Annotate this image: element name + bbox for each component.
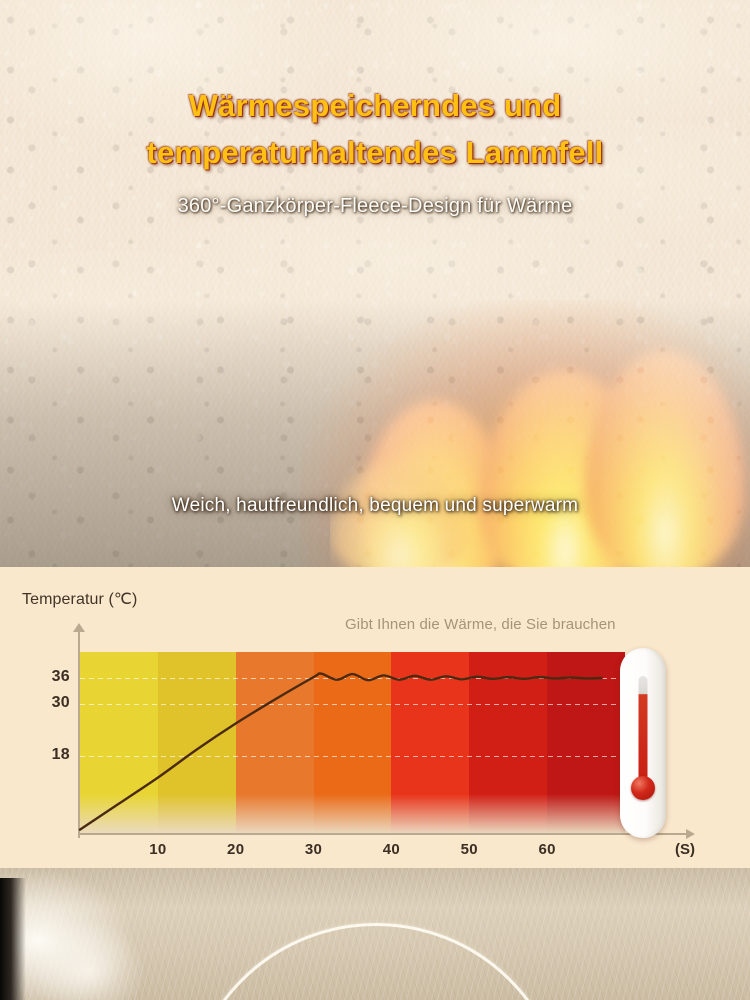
- flame-shape: [585, 350, 745, 567]
- chart-x-tick-label: 40: [382, 841, 401, 858]
- chart-x-tick-label: 20: [227, 841, 245, 858]
- chart-gridline: [80, 704, 625, 705]
- hero-fleece-photo: Wärmespeicherndes und temperaturhaltende…: [0, 0, 750, 567]
- chart-x-axis-line: [78, 833, 688, 835]
- chart-x-tick-label: 30: [304, 841, 323, 858]
- chart-y-axis-arrow: [73, 623, 85, 632]
- hero-subtitle: 360°-Ganzkörper-Fleece-Design für Wärme: [177, 195, 573, 217]
- hero-title-line-2: temperaturhaltendes Lammfell: [146, 135, 604, 170]
- chart-gridline: [80, 678, 625, 679]
- bottom-fleece-photo: [0, 868, 750, 1000]
- hero-mid-caption: Weich, hautfreundlich, bequem und superw…: [171, 495, 579, 516]
- chart-x-tick-label: 60: [538, 841, 556, 858]
- hero-title: Wärmespeicherndes und temperaturhaltende…: [0, 82, 750, 176]
- chart-y-tick-label: 18: [51, 746, 70, 763]
- chart-y-axis-title: Temperatur (℃): [22, 591, 138, 608]
- chart-color-band: [313, 652, 392, 834]
- chart-y-axis-line: [78, 630, 80, 838]
- chart-color-band: [547, 652, 626, 834]
- chart-x-tick-label: 10: [149, 841, 167, 858]
- hero-title-line-1: Wärmespeicherndes und: [188, 88, 562, 123]
- chart-caption: Gibt Ihnen die Wärme, die Sie brauchen: [345, 616, 616, 633]
- chart-x-axis-arrow: [686, 829, 695, 839]
- chart-color-band: [157, 652, 236, 834]
- chart-x-tick-label: 50: [460, 841, 478, 858]
- chart-temperature-curve: [80, 652, 625, 834]
- chart-color-band: [235, 652, 314, 834]
- chart-gridline: [80, 756, 625, 757]
- chart-color-band: [469, 652, 548, 834]
- chart-y-tick-label: 30: [51, 694, 70, 711]
- bottom-left-edge-shadow: [0, 878, 26, 1000]
- bottom-fleece-fur-patch: [0, 868, 210, 1000]
- chart-x-axis-unit: (S): [675, 841, 695, 858]
- chart-y-tick-label: 36: [51, 668, 70, 685]
- thermometer-stem: [638, 676, 648, 786]
- chart-color-band: [391, 652, 470, 834]
- thermometer-icon: [620, 648, 666, 838]
- fire-flames-graphic: [330, 330, 750, 567]
- thermometer-bulb: [631, 776, 655, 800]
